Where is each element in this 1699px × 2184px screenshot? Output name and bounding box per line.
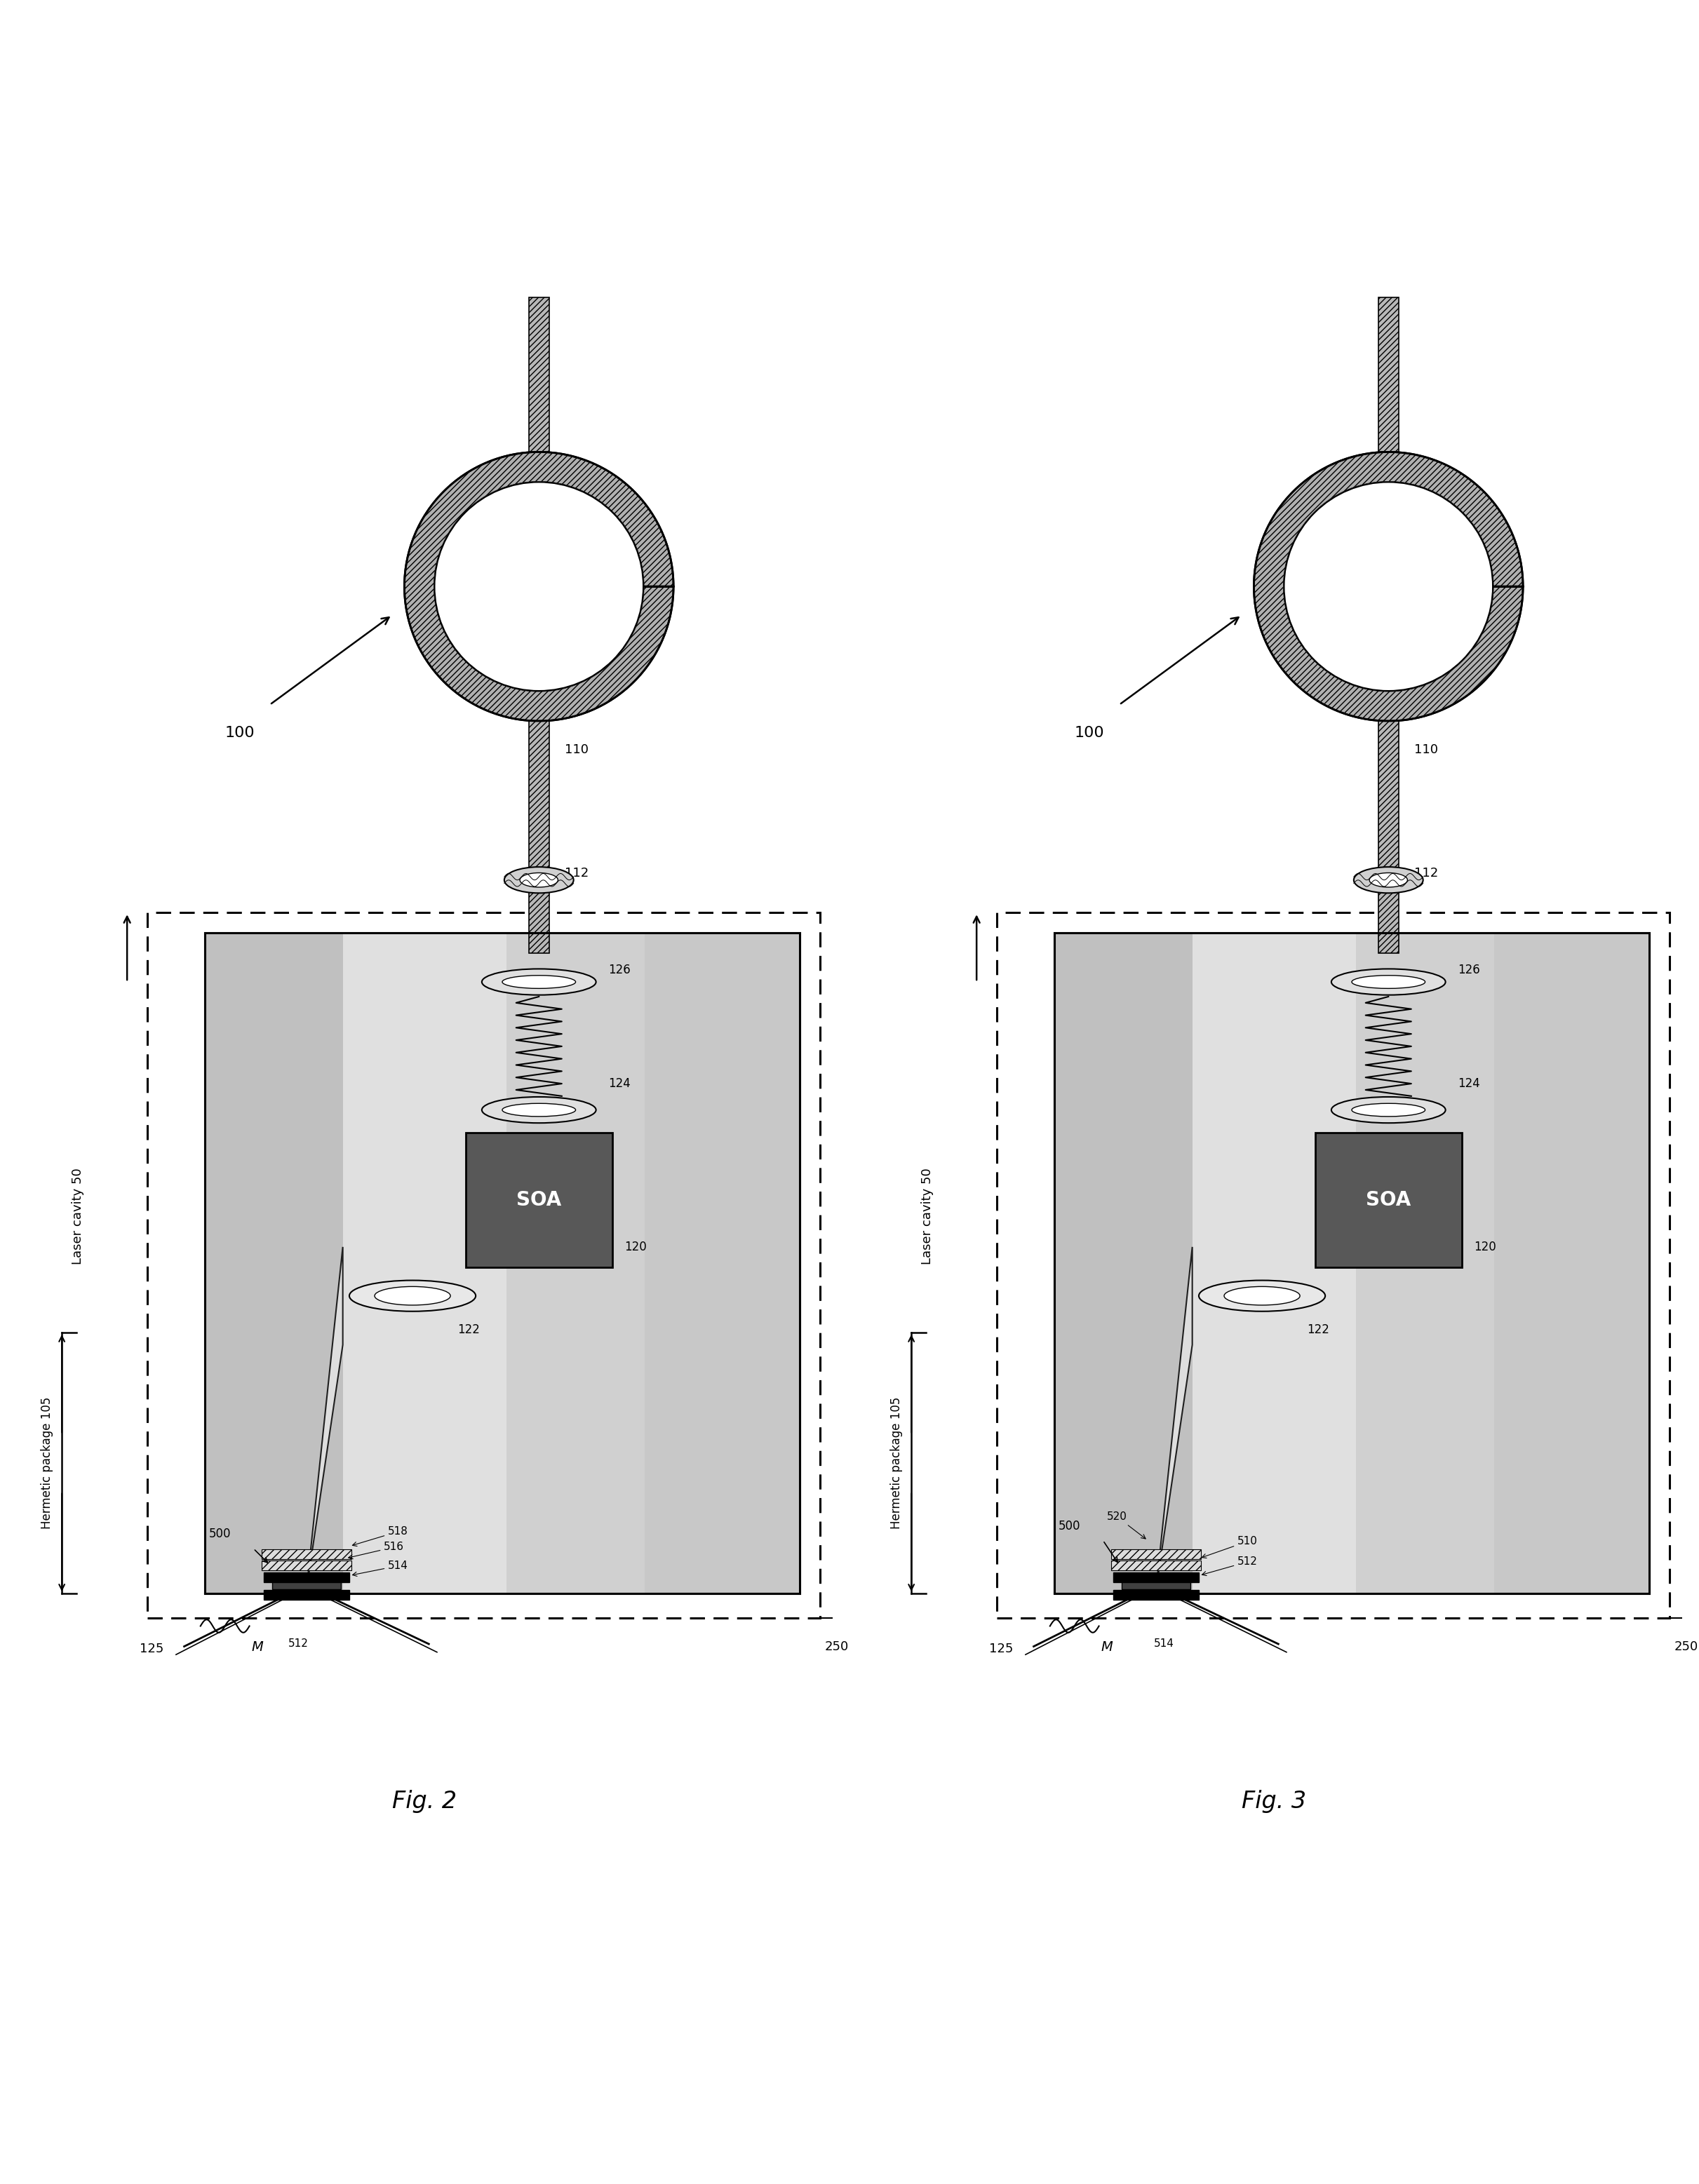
Ellipse shape [1199,1280,1325,1310]
Text: 250: 250 [824,1640,848,1653]
Text: 510: 510 [1201,1535,1257,1557]
Bar [1315,1133,1461,1267]
Circle shape [1284,483,1493,690]
Text: 126: 126 [1458,963,1480,976]
Text: 110: 110 [566,743,590,756]
Text: 122: 122 [457,1324,479,1337]
Text: 112: 112 [1415,867,1439,880]
Text: 518: 518 [352,1527,408,1546]
Circle shape [404,452,673,721]
Ellipse shape [1352,1103,1425,1116]
Text: 250: 250 [1674,1640,1697,1653]
Bar [262,1548,352,1559]
Bar [1378,893,1398,954]
Text: 500: 500 [209,1529,231,1540]
Bar [1121,1579,1191,1590]
Ellipse shape [1332,970,1446,996]
Text: 514: 514 [1154,1638,1174,1649]
Text: 110: 110 [1415,743,1439,756]
Text: 500: 500 [1058,1520,1081,1533]
Ellipse shape [1369,874,1407,887]
Text: Fig. 2: Fig. 2 [392,1791,457,1813]
Ellipse shape [1354,867,1424,893]
Bar [262,1562,352,1570]
Ellipse shape [1352,976,1425,989]
Ellipse shape [350,1280,476,1310]
Bar [1378,297,1398,452]
Text: 512: 512 [1201,1557,1257,1575]
Ellipse shape [503,1103,576,1116]
Polygon shape [306,1247,343,1590]
Bar [1111,1562,1201,1570]
Text: Hermetic package 105: Hermetic package 105 [890,1398,902,1529]
Bar [1053,933,1193,1594]
Bar [646,933,800,1594]
Bar [1356,933,1495,1594]
Text: Laser cavity 50: Laser cavity 50 [921,1168,934,1265]
Ellipse shape [483,1096,596,1123]
Bar [528,721,549,867]
Text: 516: 516 [348,1542,404,1559]
Bar [1378,721,1398,867]
Text: 120: 120 [1475,1241,1497,1254]
Text: 100: 100 [224,727,255,740]
Text: M: M [1101,1640,1113,1653]
Text: 512: 512 [289,1638,309,1649]
Bar [343,933,506,1594]
Bar [528,297,549,452]
Bar [204,933,800,1594]
Bar [263,1572,350,1581]
Circle shape [1254,452,1522,721]
Bar [1111,1548,1201,1559]
Text: SOA: SOA [1366,1190,1410,1210]
Text: Hermetic package 105: Hermetic package 105 [41,1398,53,1529]
Polygon shape [1155,1247,1193,1590]
Text: 520: 520 [1108,1511,1145,1540]
Text: 124: 124 [1458,1077,1480,1090]
Bar [1495,933,1650,1594]
Ellipse shape [520,874,557,887]
Ellipse shape [1332,1096,1446,1123]
Bar [1053,933,1650,1594]
Text: 125: 125 [139,1642,163,1655]
Text: 112: 112 [566,867,590,880]
Text: 124: 124 [608,1077,630,1090]
Bar [263,1590,350,1601]
Bar [506,933,646,1594]
Bar [528,893,549,954]
Bar [272,1579,341,1590]
Text: Laser cavity 50: Laser cavity 50 [71,1168,85,1265]
Text: 126: 126 [608,963,630,976]
Bar [204,933,343,1594]
Bar [1113,1572,1199,1581]
Ellipse shape [503,976,576,989]
Text: M: M [251,1640,263,1653]
Ellipse shape [483,970,596,996]
Circle shape [435,483,644,690]
Text: 120: 120 [625,1241,647,1254]
Text: 125: 125 [989,1642,1013,1655]
Ellipse shape [1223,1286,1300,1306]
Bar [1193,933,1356,1594]
Text: 100: 100 [1074,727,1104,740]
Text: Fig. 3: Fig. 3 [1242,1791,1307,1813]
Bar [204,933,800,1594]
Ellipse shape [374,1286,450,1306]
Polygon shape [404,452,673,721]
Polygon shape [1254,452,1522,721]
Ellipse shape [505,867,574,893]
Text: 514: 514 [352,1562,408,1577]
Bar [466,1133,612,1267]
Text: SOA: SOA [516,1190,561,1210]
Bar [1053,933,1650,1594]
Text: 122: 122 [1307,1324,1329,1337]
Bar [1113,1590,1199,1601]
